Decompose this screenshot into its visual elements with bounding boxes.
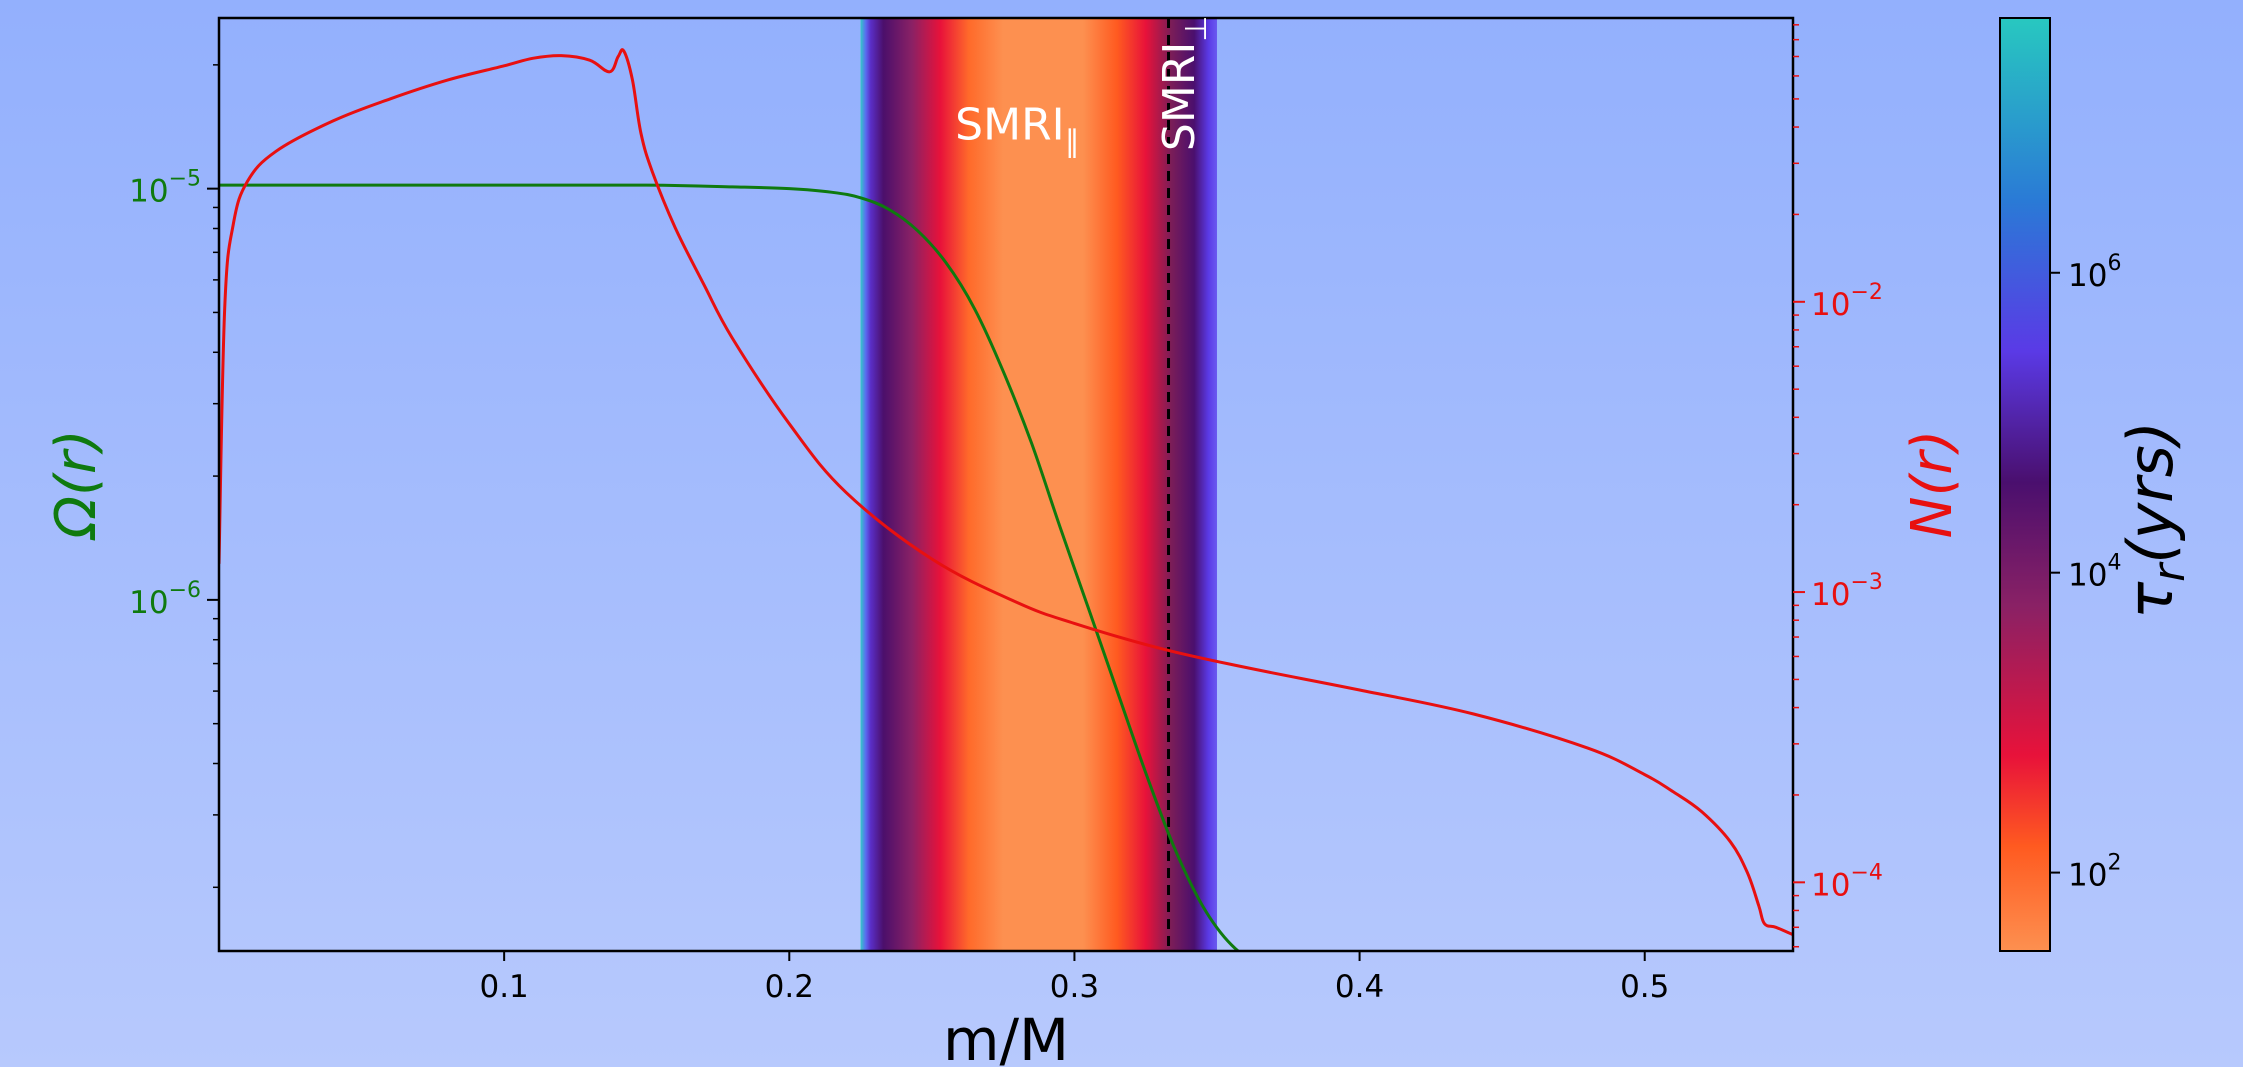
cbar-tick-label-1: 104 [2068, 551, 2121, 594]
smri-band [860, 18, 1218, 951]
right-tick-label-2: 10−4 [1811, 860, 1883, 903]
annotation-1-text: SMRI [1154, 42, 1205, 151]
left-axis-label: Ω(r) [44, 429, 109, 541]
colorbar-label-symbol: τ [2114, 581, 2187, 619]
colorbar-label-rest: (yrs) [2114, 421, 2187, 564]
plot-area [219, 18, 1793, 951]
colorbar-label: τr(yrs) [2114, 421, 2195, 619]
band-annotations: SMRI∥ SMRI⊥ [955, 16, 1214, 160]
x-tick-label-0: 0.1 [479, 969, 528, 1005]
right-axis-label: N(r) [1900, 430, 1965, 539]
left-tick-label-0-base: 10 [129, 173, 168, 209]
left-tick-label-0-exp: −5 [169, 167, 201, 192]
right-tick-label-0-base: 10 [1811, 286, 1850, 322]
n-series-line [219, 48, 1793, 937]
x-tick-label-4: 0.5 [1620, 969, 1669, 1005]
right-tick-label-0-exp: −2 [1850, 280, 1882, 305]
left-tick-label-1-base: 10 [129, 584, 168, 620]
right-tick-label-1-base: 10 [1811, 577, 1850, 613]
cbar-tick-label-0: 106 [2068, 251, 2121, 294]
cbar-tick-label-1-exp: 4 [2107, 551, 2121, 576]
cbar-tick-label-1-base: 10 [2068, 557, 2107, 593]
colorbar-label-sub: r [2144, 561, 2195, 582]
cbar-tick-label-2: 102 [2068, 851, 2121, 894]
cbar-tick-label-0-base: 10 [2068, 257, 2107, 293]
x-tick-label-3: 0.4 [1335, 969, 1384, 1005]
right-tick-label-2-base: 10 [1811, 867, 1850, 903]
x-tick-label-2: 0.3 [1050, 969, 1099, 1005]
x-tick-label-1: 0.2 [765, 969, 814, 1005]
cbar-tick-label-0-exp: 6 [2107, 251, 2121, 276]
cbar-tick-label-2-exp: 2 [2107, 851, 2121, 876]
right-tick-label-2-exp: −4 [1850, 860, 1882, 885]
x-axis-ticks: 0.1 0.2 0.3 0.4 0.5 [479, 951, 1669, 1005]
right-axis-ticks: 10−210−310−4 [1793, 24, 1883, 948]
left-axis-ticks: 10−510−6 [129, 64, 219, 889]
annotation-1-sub: ⊥ [1179, 16, 1214, 42]
x-axis-label: m/M [943, 1006, 1069, 1067]
left-tick-label-1: 10−6 [129, 578, 201, 621]
cbar-tick-label-2-base: 10 [2068, 857, 2107, 893]
annotation-0: SMRI∥ [955, 99, 1079, 159]
plot-frame [217, 16, 1795, 953]
annotation-0-sub: ∥ [1065, 124, 1080, 159]
annotation-1: SMRI⊥ [1154, 16, 1214, 152]
left-tick-label-0: 10−5 [129, 167, 201, 210]
right-tick-label-1: 10−3 [1811, 570, 1883, 613]
colorbar [1999, 17, 2051, 952]
left-tick-label-1-exp: −6 [169, 578, 201, 603]
omega-series-line [219, 183, 1241, 951]
annotation-0-text: SMRI [955, 99, 1064, 150]
right-tick-label-1-exp: −3 [1850, 570, 1882, 595]
right-tick-label-0: 10−2 [1811, 280, 1883, 323]
